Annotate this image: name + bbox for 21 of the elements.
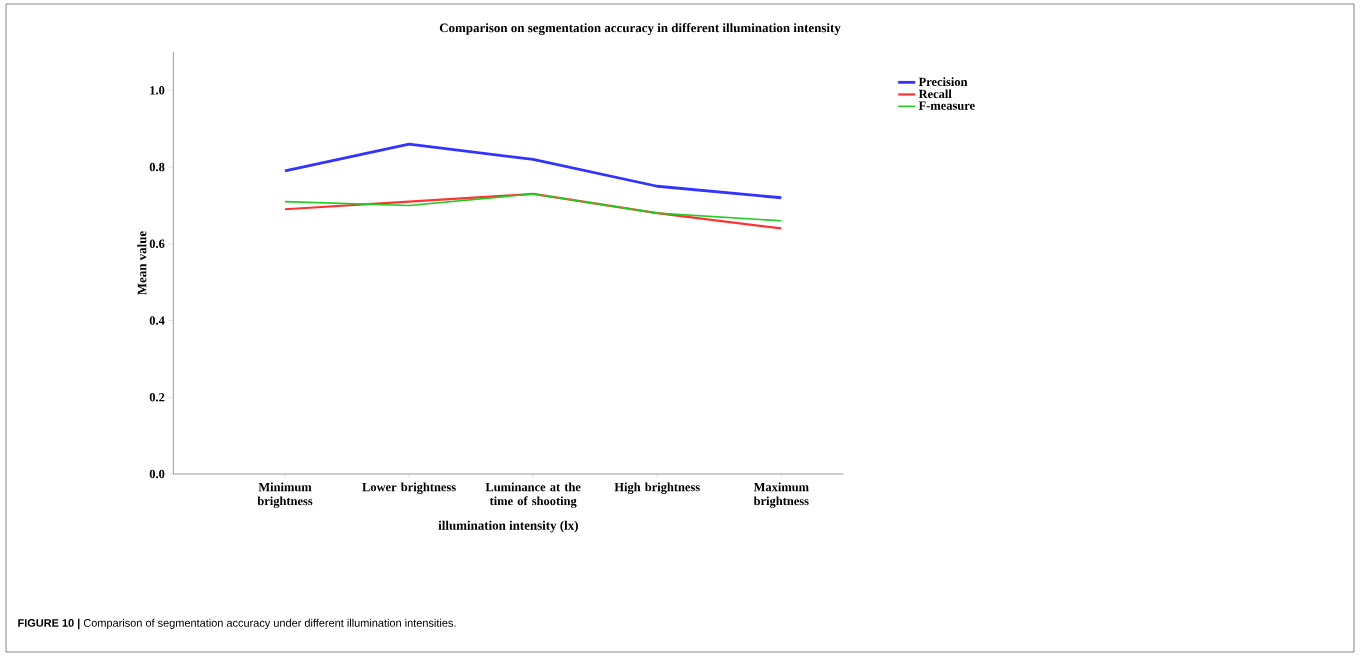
legend-label: F-measure — [918, 101, 975, 110]
chart-title: Comparison on segmentation accuracy in different illumination intensity — [439, 22, 841, 35]
legend-label: Recall — [918, 89, 952, 99]
y-tick-label: 0.0 — [149, 469, 165, 479]
y-axis-title: Mean value — [137, 231, 147, 295]
x-tick-label: High brightness — [614, 482, 700, 494]
y-tick-label: 0.4 — [149, 316, 165, 325]
x-tick-label: Luminance at the time of shooting — [485, 482, 581, 508]
line-series — [284, 193, 783, 222]
legend-label: Precision — [918, 77, 968, 87]
x-tick-label: Maximum brightness — [753, 482, 809, 508]
line-series — [283, 192, 783, 230]
x-tick-label: Lower brightness — [362, 482, 456, 494]
y-tick-label: 0.8 — [149, 162, 165, 172]
x-axis-title: illumination intensity (lx) — [438, 520, 578, 533]
line-series — [283, 142, 783, 200]
text: FIGURE 10 | Comparison of segmentation accuracy under different illumination intensities. — [18, 618, 456, 630]
y-tick-label: 1.0 — [150, 86, 165, 95]
y-tick-label: 0.6 — [149, 239, 165, 249]
x-tick-label: Minimum brightness — [257, 482, 313, 508]
y-tick-label: 0.2 — [149, 393, 165, 402]
